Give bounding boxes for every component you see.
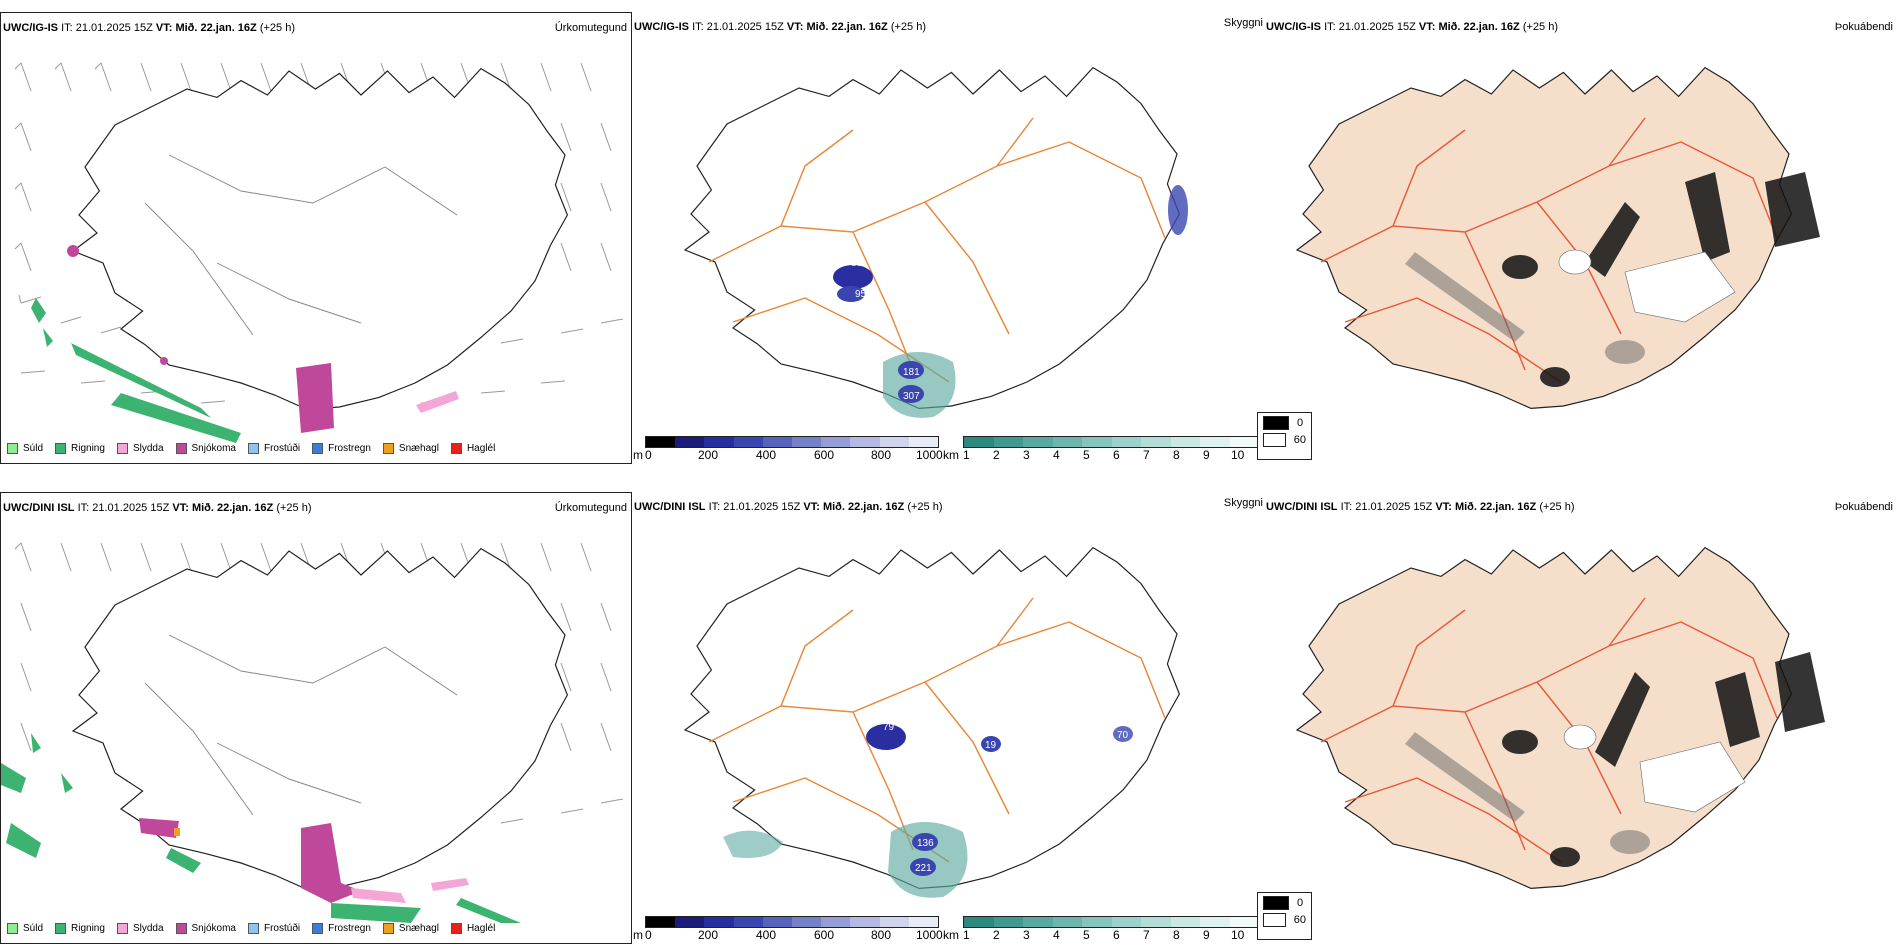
panel-title: Úrkomutegund (554, 22, 627, 34)
vis-label: 136 (917, 838, 934, 849)
panel-title: Þokuábendi (1834, 501, 1893, 513)
legend-swatch (450, 442, 462, 454)
fog-swatch (1263, 913, 1286, 927)
vis-label: 79 (883, 722, 895, 733)
legend-swatch (116, 922, 128, 934)
vis-label: 19 (985, 740, 997, 751)
legend-item: Snjókoma (175, 922, 236, 934)
panel-title: Skyggni (1223, 497, 1263, 509)
precip-type-panel-bottom: UWC/DINI ISL IT: 21.01.2025 15Z VT: Mið.… (0, 492, 632, 944)
panel-header: UWC/IG-IS IT: 21.01.2025 15Z VT: Mið. 22… (1266, 21, 1558, 33)
precip-type-legend: Súld Rigning Slydda Snjókoma Frostúði Fr… (7, 921, 495, 935)
legend-swatch (382, 922, 394, 934)
panel-title: Úrkomutegund (554, 502, 627, 514)
fog-swatch (1263, 896, 1289, 910)
panel-header: UWC/IG-IS IT: 21.01.2025 15Z VT: Mið. 22… (3, 22, 295, 34)
fog-panel-top: UWC/IG-IS IT: 21.01.2025 15Z VT: Mið. 22… (1257, 12, 1897, 464)
visibility-map: 79 19 70 136 221 (684, 546, 1181, 898)
vis-label: 221 (915, 863, 932, 874)
panel-header: UWC/DINI ISL IT: 21.01.2025 15Z VT: Mið.… (3, 502, 312, 514)
vis-label: 86 (851, 258, 863, 269)
fog-panel-bottom: UWC/DINI ISL IT: 21.01.2025 15Z VT: Mið.… (1257, 492, 1897, 944)
fog-swatch (1263, 433, 1286, 447)
panel-title: Skyggni (1223, 17, 1263, 29)
legend-item: Rigning (55, 442, 105, 454)
fog-map (1296, 67, 1820, 410)
colorbar-unit: m (633, 448, 643, 462)
legend-item: Frostregn (312, 442, 371, 454)
legend-item: Snæhagl (382, 922, 439, 934)
legend-item: Snæhagl (382, 442, 439, 454)
legend-swatch (7, 442, 18, 454)
legend-swatch (312, 442, 324, 454)
legend-item: Haglél (450, 442, 495, 454)
visibility-colorbar-km: km 1 2 3 4 5 6 7 8 9 10 (943, 436, 1260, 464)
legend-swatch (7, 922, 18, 934)
vis-label: 181 (903, 367, 920, 378)
visibility-colorbar-km: km 1 2 3 4 5 6 7 8 9 10 (943, 916, 1260, 944)
legend-item: Frostúði (247, 922, 300, 934)
vis-label: 95 (855, 289, 867, 300)
legend-swatch (116, 442, 128, 454)
legend-swatch (450, 922, 462, 934)
fog-legend: 0 60 (1257, 412, 1312, 460)
visibility-colorbar-m: m 0 200 400 600 800 1000 (633, 916, 943, 944)
fog-legend: 0 60 (1257, 892, 1312, 940)
legend-swatch (247, 922, 259, 934)
precip-type-legend: Súld Rigning Slydda Snjókoma Frostúði Fr… (7, 441, 495, 455)
visibility-panel-bottom: UWC/DINI ISL IT: 21.01.2025 15Z VT: Mið.… (633, 492, 1263, 944)
legend-item: Haglél (450, 922, 495, 934)
panel-header: UWC/DINI ISL IT: 21.01.2025 15Z VT: Mið.… (1266, 501, 1575, 513)
legend-item: Snjókoma (175, 442, 236, 454)
legend-swatch (175, 922, 187, 934)
legend-item: Slydda (116, 922, 164, 934)
precip-type-map (14, 62, 624, 443)
vis-label: 307 (903, 391, 920, 402)
panel-header: UWC/DINI ISL IT: 21.01.2025 15Z VT: Mið.… (634, 501, 943, 513)
panel-header: UWC/IG-IS IT: 21.01.2025 15Z VT: Mið. 22… (634, 21, 926, 33)
legend-swatch (55, 922, 67, 934)
legend-item: Slydda (116, 442, 164, 454)
panel-title: Þokuábendi (1834, 21, 1893, 33)
legend-swatch (55, 442, 67, 454)
legend-swatch (175, 442, 187, 454)
legend-swatch (247, 442, 259, 454)
precip-type-panel-top: UWC/IG-IS IT: 21.01.2025 15Z VT: Mið. 22… (0, 12, 632, 464)
visibility-colorbar-m: m 0 200 400 600 800 1000 (633, 436, 943, 464)
visibility-panel-top: UWC/IG-IS IT: 21.01.2025 15Z VT: Mið. 22… (633, 12, 1263, 464)
fog-map (1296, 546, 1825, 890)
legend-item: Rigning (55, 922, 105, 934)
legend-item: Súld (7, 442, 43, 454)
precip-type-map (1, 542, 624, 923)
visibility-map: 86 95 181 307 (684, 67, 1188, 418)
vis-label: 70 (1117, 730, 1129, 741)
fog-swatch (1263, 416, 1289, 430)
legend-item: Súld (7, 922, 43, 934)
legend-swatch (382, 442, 394, 454)
legend-item: Frostúði (247, 442, 300, 454)
legend-swatch (312, 922, 324, 934)
legend-item: Frostregn (312, 922, 371, 934)
